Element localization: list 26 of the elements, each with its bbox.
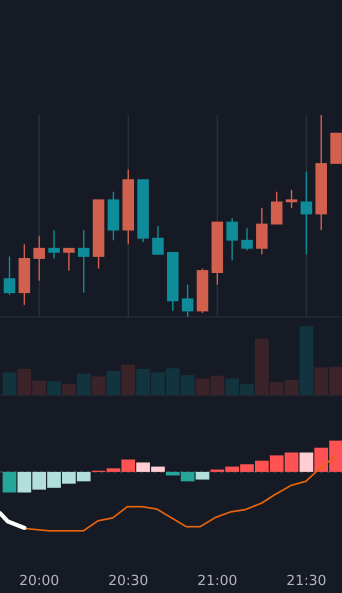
candlestick xyxy=(241,227,253,252)
candlestick xyxy=(182,284,194,318)
candlestick xyxy=(33,236,45,282)
bar xyxy=(121,364,136,395)
bar xyxy=(196,472,210,480)
candlestick xyxy=(152,225,164,256)
bar xyxy=(300,326,314,395)
candlestick xyxy=(4,256,16,296)
candlestick xyxy=(78,229,90,294)
candlestick xyxy=(48,229,60,260)
bar xyxy=(47,381,61,395)
candlestick xyxy=(286,189,298,209)
bar xyxy=(300,452,314,472)
bar xyxy=(2,472,16,493)
candlestick xyxy=(63,248,75,272)
candlestick xyxy=(270,191,282,225)
candlestick xyxy=(226,217,238,262)
bar xyxy=(92,376,106,395)
x-tick-label: 21:30 xyxy=(287,574,326,586)
bar xyxy=(76,374,91,395)
bar xyxy=(2,372,16,395)
x-tick-label: 20:30 xyxy=(109,574,148,586)
bar xyxy=(62,384,76,395)
bar xyxy=(106,370,120,395)
x-tick-label: 20:00 xyxy=(20,574,58,586)
x-tick-label: 21:00 xyxy=(198,574,236,586)
